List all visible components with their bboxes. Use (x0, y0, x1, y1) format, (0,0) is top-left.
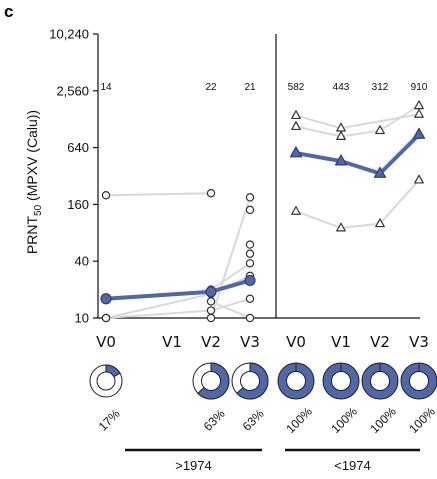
individual-point (101, 191, 111, 200)
group-label: <1974 (334, 458, 371, 473)
donut-chart (277, 362, 315, 400)
y-tick-label: 40 (75, 254, 89, 269)
donut-chart (192, 362, 230, 400)
y-tick-label: 10,240 (49, 27, 89, 42)
individual-line (105, 192, 212, 197)
individual-point (336, 122, 346, 132)
individual-line (210, 262, 251, 291)
individual-line (295, 104, 420, 138)
donut-hole (409, 371, 429, 391)
percent-label: 100% (283, 404, 315, 436)
individual-point (206, 189, 216, 198)
mean-point (412, 127, 426, 139)
individual-point (291, 110, 301, 120)
x-category-label: V1 (162, 333, 182, 351)
sample-count-label: 582 (288, 82, 305, 93)
y-tick-label: 160 (67, 197, 89, 212)
percent-label: 63% (201, 407, 228, 434)
percent-label: 100% (406, 404, 437, 436)
x-category-label: V3 (240, 333, 260, 351)
individual-point (245, 193, 255, 202)
x-category-label: V3 (409, 333, 429, 351)
individual-line (210, 300, 251, 319)
percent-labels: 17% 63% 63% 100% 100% 100% 100% (96, 404, 437, 436)
mean-point (289, 146, 303, 158)
individual-point (245, 240, 255, 249)
donut-hole (240, 371, 260, 391)
donut-hole (96, 371, 116, 391)
count-labels: 14 22 21 582 443 312 910 (100, 82, 427, 93)
donut-chart (400, 362, 437, 400)
y-axis-label-suffix: (MPXV (Calu)) (24, 110, 40, 205)
individual-lines (105, 104, 420, 319)
individual-point (206, 297, 216, 306)
percent-label: 100% (367, 404, 399, 436)
mean-line (105, 278, 251, 301)
individual-point (206, 306, 216, 315)
y-axis-label: PRNT50 (MPXV (Calu)) (24, 110, 44, 254)
individual-point (336, 222, 346, 232)
donut-charts (89, 362, 437, 400)
individual-point (291, 206, 301, 215)
individual-point (245, 259, 255, 268)
mean-point (373, 166, 387, 178)
points (100, 100, 426, 323)
individual-point (414, 109, 424, 118)
donut-hole (370, 371, 390, 391)
group-bars: >1974 <1974 (125, 448, 420, 473)
percent-label: 100% (328, 404, 360, 436)
mean-line (295, 133, 421, 176)
mean-point (244, 274, 256, 287)
group-label: >1974 (175, 458, 212, 473)
individual-point (206, 313, 216, 323)
sample-count-label: 14 (100, 82, 112, 93)
axes: 10 40 160 640 2,560 10,240 (49, 27, 420, 326)
individual-point (245, 313, 255, 323)
individual-point (336, 131, 346, 140)
x-category-label: V0 (286, 333, 306, 351)
individual-point (414, 174, 424, 184)
mean-point (205, 286, 217, 298)
mean-point (100, 293, 112, 305)
x-category-labels: V0 V1 V2 V3 V0 V1 V2 V3 (96, 333, 429, 351)
individual-line (210, 197, 251, 319)
individual-point (375, 125, 385, 135)
individual-point (245, 249, 255, 258)
donut-chart (322, 362, 360, 400)
sample-count-label: 312 (372, 82, 389, 93)
sample-count-label: 443 (333, 82, 350, 93)
percent-label: 17% (96, 407, 123, 434)
y-axis-label-subscript: 50 (33, 204, 44, 216)
sample-count-label: 910 (411, 82, 428, 93)
y-tick-label: 2,560 (56, 83, 89, 98)
donut-hole (331, 371, 351, 391)
sample-count-label: 21 (244, 82, 256, 93)
donut-hole (201, 371, 221, 391)
individual-point (101, 313, 111, 323)
mean-point (334, 154, 348, 166)
donut-chart (89, 364, 123, 398)
individual-point (375, 218, 385, 228)
individual-point (245, 205, 255, 215)
donut-chart (361, 362, 399, 400)
y-tick-label: 10 (75, 311, 89, 326)
y-tick-label: 640 (67, 140, 89, 155)
donut-hole (286, 371, 306, 391)
individual-point (291, 121, 301, 131)
mean-lines (105, 133, 421, 301)
individual-point (245, 294, 255, 303)
percent-label: 63% (240, 407, 267, 434)
x-category-label: V2 (370, 333, 390, 351)
panel-letter: c (4, 2, 13, 21)
individual-point (414, 100, 424, 110)
x-category-label: V0 (96, 333, 116, 351)
sample-count-label: 22 (205, 82, 217, 93)
y-axis-label-prefix: PRNT (24, 216, 40, 255)
individual-line (295, 179, 420, 229)
donut-chart (231, 362, 269, 400)
x-category-label: V2 (201, 333, 221, 351)
x-category-label: V1 (331, 333, 351, 351)
